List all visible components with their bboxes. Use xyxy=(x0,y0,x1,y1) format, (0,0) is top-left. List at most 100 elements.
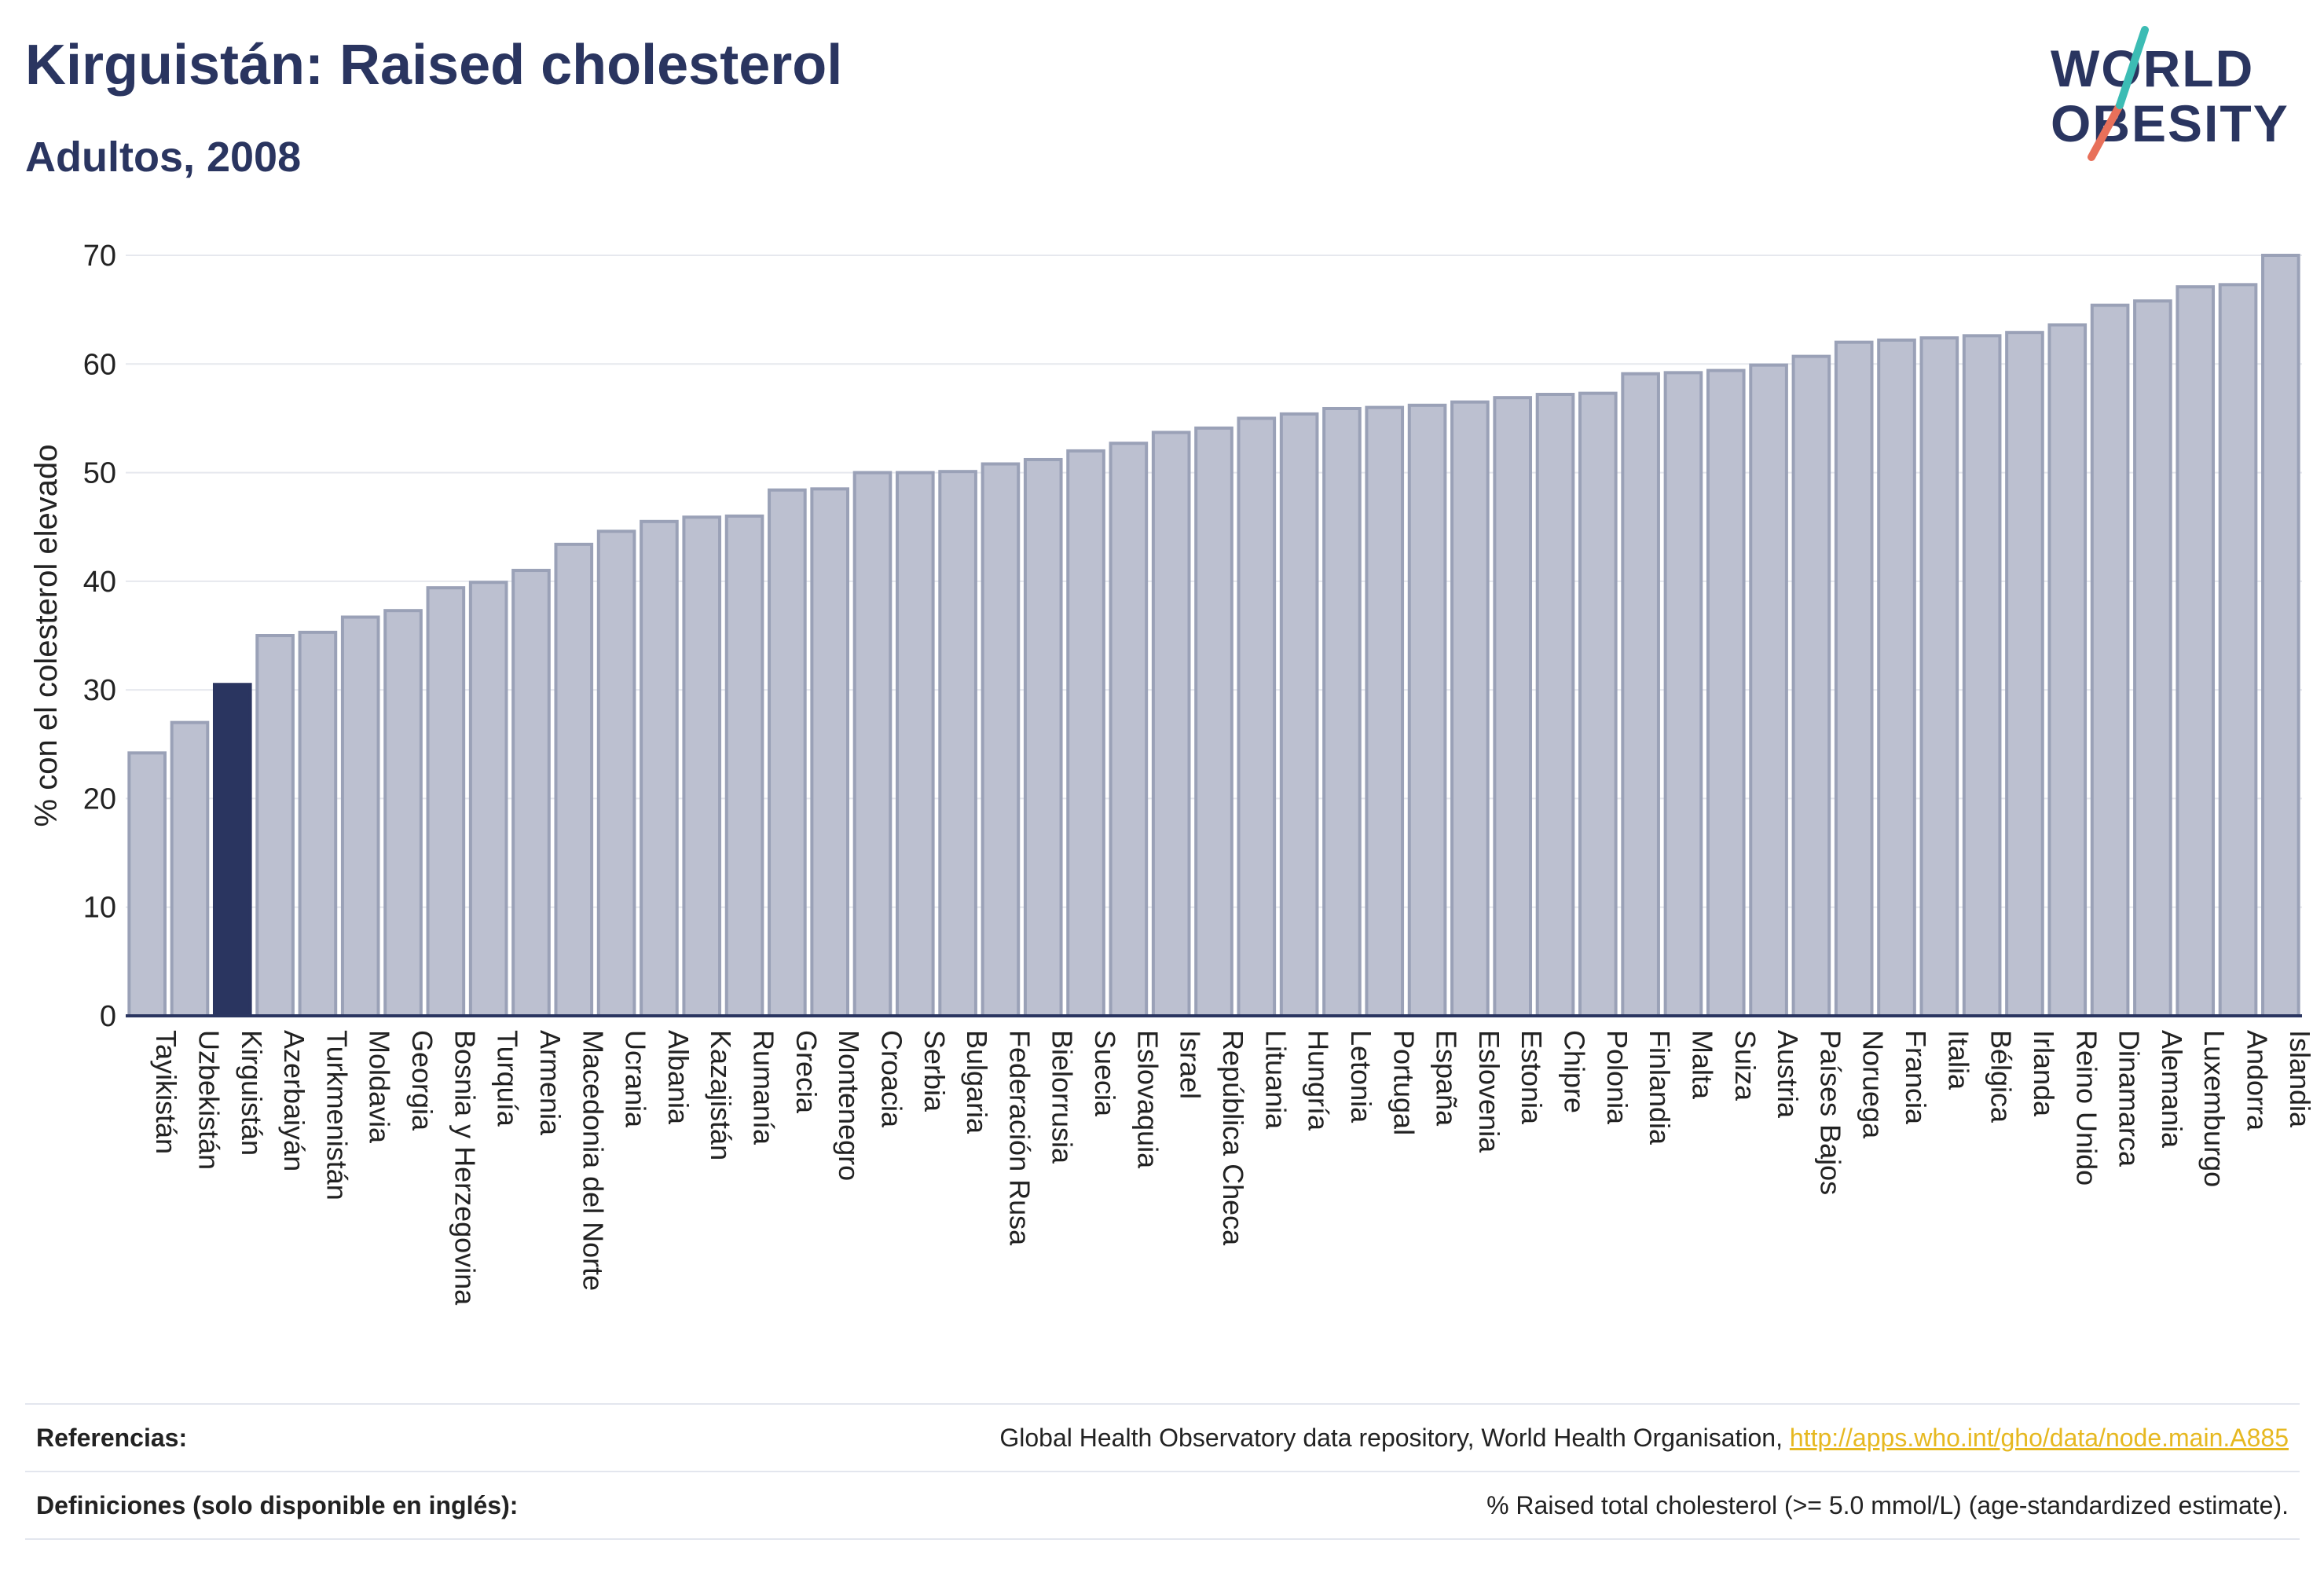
bar xyxy=(1151,431,1191,1017)
bar-chart: 0 10 20 30 40 50 60 70 % con el colesterol eleva… xyxy=(29,240,2316,1306)
bar xyxy=(1663,371,1703,1017)
x-tick-label: Dinamarca xyxy=(2113,1030,2146,1167)
bar xyxy=(255,634,295,1017)
bar xyxy=(1365,405,1405,1017)
bar xyxy=(1407,403,1447,1017)
bar xyxy=(1109,442,1149,1017)
x-tick-label: Turkmenistán xyxy=(321,1030,353,1200)
x-tick-label: Noruega xyxy=(1857,1030,1890,1139)
y-tick-label: 0 xyxy=(100,1000,116,1033)
bar xyxy=(724,514,764,1017)
x-tick-label: Tayikistán xyxy=(150,1030,182,1154)
x-tick-label: Kazajistán xyxy=(705,1030,737,1160)
x-tick-label: Grecia xyxy=(790,1030,823,1114)
bar xyxy=(1834,340,1874,1017)
x-tick-label: Moldavia xyxy=(364,1030,396,1144)
world-obesity-logo: WORLD OBESITY xyxy=(2051,24,2310,165)
bar xyxy=(2176,285,2216,1017)
x-tick-label: Bosnia y Herzegovina xyxy=(449,1030,481,1306)
bar xyxy=(170,720,210,1018)
x-tick-label: Eslovaquia xyxy=(1131,1030,1164,1169)
x-tick-label: Macedonia del Norte xyxy=(577,1030,609,1291)
x-tick-label: Hungría xyxy=(1303,1030,1335,1131)
x-tick-label: Bulgaria xyxy=(961,1030,993,1134)
bar xyxy=(1535,393,1575,1017)
x-tick-label: Irlanda xyxy=(2028,1030,2060,1117)
bar xyxy=(1791,354,1831,1017)
bar xyxy=(127,751,167,1017)
x-tick-label: Kirguistán xyxy=(236,1030,268,1156)
x-tick-label: Azerbaiyán xyxy=(278,1030,310,1171)
bar xyxy=(1066,449,1105,1017)
bar xyxy=(1023,457,1063,1017)
x-tick-label: República Checa xyxy=(1217,1030,1249,1246)
bar xyxy=(1962,334,2002,1017)
logo-slash-icon xyxy=(2088,26,2149,161)
x-tick-label: Reino Unido xyxy=(2070,1030,2102,1186)
x-tick-label: Francia xyxy=(1900,1030,1932,1125)
logo-text-line2: OBESITY xyxy=(2051,94,2289,152)
bar xyxy=(938,470,977,1017)
x-tick-label: Eslovenia xyxy=(1473,1030,1505,1153)
bar xyxy=(511,569,551,1017)
x-tick-label: Malta xyxy=(1686,1030,1718,1100)
bar xyxy=(426,586,466,1017)
bar xyxy=(1919,336,1959,1017)
footer: Referencias: Global Health Observatory d… xyxy=(25,1403,2300,1540)
bar xyxy=(2261,254,2300,1017)
x-tick-label: Israel xyxy=(1175,1030,1207,1099)
x-tick-label: Turquía xyxy=(492,1030,524,1127)
definitions-label: Definiciones (solo disponible en inglés)… xyxy=(36,1490,519,1519)
references-link[interactable]: http://apps.who.int/gho/data/node.main.A… xyxy=(1789,1423,2289,1452)
page-title: Kirguistán: Raised cholesterol xyxy=(25,34,843,97)
logo-text-line1: WORLD xyxy=(2051,39,2255,97)
bar xyxy=(1237,416,1277,1017)
x-tick-label: España xyxy=(1431,1030,1463,1127)
bar xyxy=(2133,299,2172,1017)
y-tick-label: 20 xyxy=(83,783,116,815)
references-text: Global Health Observatory data repositor… xyxy=(999,1423,1790,1452)
x-tick-label: Austria xyxy=(1772,1030,1804,1119)
x-tick-label: Georgia xyxy=(406,1030,438,1131)
bar xyxy=(981,462,1021,1017)
x-tick-label: Albania xyxy=(662,1030,695,1125)
page-subtitle: Adultos, 2008 xyxy=(25,134,302,181)
y-tick-label: 70 xyxy=(83,240,116,273)
bar xyxy=(640,519,679,1017)
x-tick-label: Ucrania xyxy=(620,1030,652,1128)
x-tick-label: Lituania xyxy=(1259,1030,1292,1130)
bar xyxy=(1493,396,1533,1017)
x-tick-label: Andorra xyxy=(2242,1030,2274,1131)
x-tick-label: Suiza xyxy=(1729,1030,1761,1101)
bar xyxy=(1578,391,1618,1017)
bar xyxy=(810,487,849,1017)
bar xyxy=(596,530,636,1017)
x-tick-label: Países Bajos xyxy=(1814,1030,1846,1195)
x-tick-label: Chipre xyxy=(1559,1030,1591,1113)
bar xyxy=(1877,338,1916,1017)
bar xyxy=(1706,368,1746,1017)
bar xyxy=(340,615,380,1018)
y-tick-label: 30 xyxy=(83,674,116,707)
x-tick-label: Estonia xyxy=(1516,1030,1548,1125)
x-tick-label: Islandia xyxy=(2284,1030,2316,1128)
bar xyxy=(1450,400,1490,1017)
references-label: Referencias: xyxy=(36,1423,188,1452)
x-tick-label: Croacia xyxy=(875,1030,907,1128)
bar xyxy=(2047,323,2088,1017)
x-tick-label: Montenegro xyxy=(833,1030,865,1181)
x-tick-label: Suecia xyxy=(1089,1030,1121,1117)
bar xyxy=(852,471,893,1017)
bar xyxy=(1279,412,1319,1017)
y-axis-label: % con el colesterol elevado xyxy=(29,445,64,827)
bar xyxy=(1749,363,1788,1017)
x-tick-label: Letonia xyxy=(1345,1030,1377,1123)
definitions-value: % Raised total cholesterol (>= 5.0 mmol/… xyxy=(1486,1490,2289,1519)
x-tick-label: Polonia xyxy=(1601,1030,1633,1125)
bar xyxy=(1194,426,1233,1017)
bar xyxy=(554,542,594,1017)
x-tick-label: Alemania xyxy=(2156,1030,2188,1149)
x-tick-label: Portugal xyxy=(1387,1030,1420,1135)
x-tick-label: Federación Rusa xyxy=(1003,1030,1036,1246)
x-tick-label: Bielorrusia xyxy=(1047,1030,1079,1164)
